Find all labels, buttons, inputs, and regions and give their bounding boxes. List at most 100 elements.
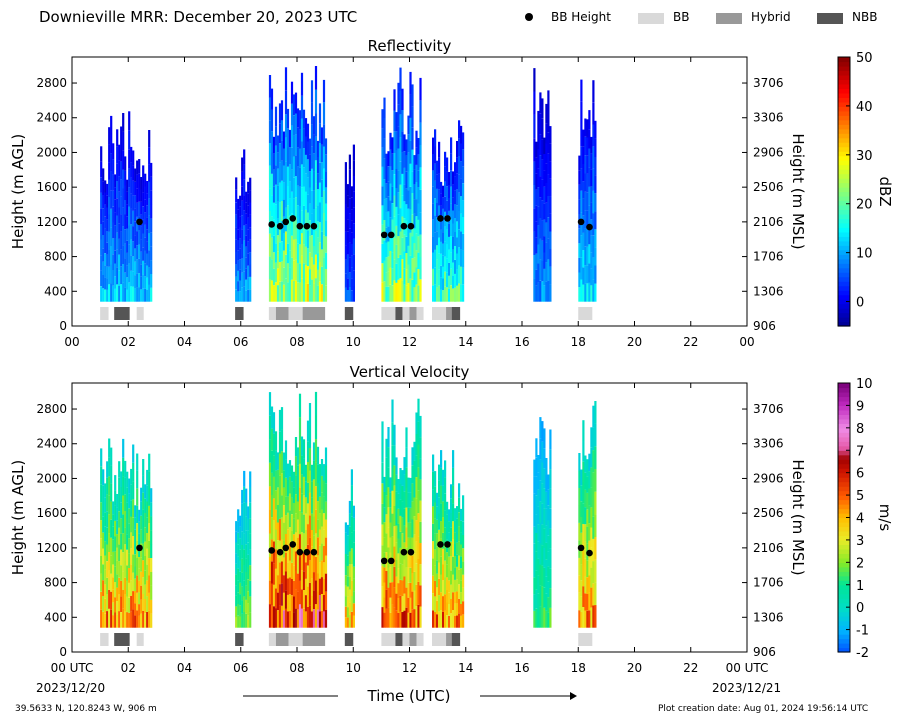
echo-cell: [282, 165, 286, 183]
echo-cell: [136, 575, 139, 593]
echo-cell: [308, 203, 312, 221]
echo-cell: [543, 587, 546, 608]
echo-cell: [126, 289, 129, 302]
echo-cell: [276, 540, 280, 558]
echo-cell: [142, 192, 145, 207]
echo-cell: [442, 208, 445, 221]
echo-cell: [582, 482, 585, 504]
echo-cell: [292, 565, 296, 581]
echo-cell: [241, 171, 244, 187]
echo-cell: [243, 580, 246, 597]
echo-cell: [352, 578, 355, 592]
echo-cell: [549, 284, 552, 302]
echo-cell: [417, 421, 420, 445]
echo-cell: [582, 586, 585, 607]
echo-column: [432, 450, 465, 628]
echo-cell: [320, 492, 324, 510]
echo-cell: [284, 67, 288, 91]
echo-cell: [310, 168, 314, 191]
echo-cell: [112, 159, 115, 175]
echo-cell: [436, 573, 439, 588]
echo-cell: [460, 532, 463, 545]
echo-cell: [282, 505, 286, 523]
echo-cell: [245, 279, 248, 291]
echo-cell: [290, 191, 294, 214]
echo-cell: [444, 594, 447, 611]
echo-cell: [235, 189, 238, 203]
echo-cell: [442, 548, 445, 565]
echo-cell: [142, 560, 145, 578]
echo-cell: [100, 484, 103, 503]
echo-cell: [268, 279, 272, 302]
colorbar-segment: [838, 146, 850, 152]
echo-cell: [458, 541, 461, 556]
echo-cell: [592, 583, 595, 606]
echo-cell: [294, 551, 298, 571]
echo-cell: [352, 144, 355, 161]
echo-cell: [316, 285, 320, 302]
echo-cell: [407, 245, 410, 265]
echo-cell: [144, 250, 147, 264]
echo-cell: [104, 541, 107, 556]
echo-cell: [407, 492, 410, 508]
echo-cell: [401, 110, 404, 132]
echo-cell: [399, 595, 402, 612]
bb-type-bb: [432, 307, 447, 320]
echo-cell: [316, 464, 320, 483]
echo-cell: [276, 285, 280, 302]
echo-cell: [537, 149, 540, 169]
echo-cell: [399, 468, 402, 484]
echo-cell: [442, 290, 445, 302]
echo-cell: [381, 483, 384, 504]
bb-height-point: [577, 544, 585, 552]
echo-cell: [588, 592, 591, 611]
echo-cell: [549, 161, 552, 179]
echo-cell: [320, 610, 324, 628]
echo-cell: [140, 177, 143, 190]
echo-cell: [419, 100, 422, 123]
echo-cell: [322, 496, 326, 514]
echo-cell: [102, 516, 105, 533]
echo-cell: [104, 555, 107, 570]
colorbar-segment: [838, 571, 850, 577]
echo-cell: [288, 577, 292, 595]
echo-cell: [290, 125, 294, 148]
echo-cell: [393, 445, 396, 466]
echo-cell: [590, 607, 593, 628]
echo-cell: [549, 528, 552, 549]
echo-cell: [118, 223, 121, 239]
echo-cell: [280, 517, 284, 540]
echo-cell: [296, 537, 300, 556]
bb-type-hybrid: [446, 633, 452, 646]
echo-cell: [118, 561, 121, 578]
echo-cell: [104, 265, 107, 278]
echo-cell: [104, 228, 107, 241]
colorbar-segment: [838, 584, 850, 590]
echo-cell: [268, 97, 272, 121]
bb-type-bb: [136, 633, 144, 646]
echo-cell: [539, 522, 542, 544]
echo-cell: [102, 596, 105, 612]
echo-cell: [106, 561, 109, 578]
echo-cell: [535, 608, 538, 628]
echo-cell: [140, 201, 143, 215]
echo-cell: [241, 186, 244, 201]
echo-cell: [126, 216, 129, 229]
echo-cell: [122, 438, 125, 458]
echo-cell: [444, 166, 447, 182]
echo-cell: [448, 568, 451, 581]
echo-cell: [411, 609, 414, 628]
echo-cell: [272, 153, 276, 170]
echo-cell: [578, 184, 581, 200]
echo-cell: [547, 132, 550, 154]
echo-cell: [541, 462, 544, 484]
echo-cell: [302, 495, 306, 515]
echo-cell: [348, 589, 351, 603]
colorbar-segment: [838, 400, 850, 407]
echo-cell: [114, 597, 117, 613]
echo-column: [381, 67, 422, 302]
echo-cell: [237, 556, 240, 569]
echo-cell: [454, 520, 457, 533]
echo-cell: [272, 268, 276, 286]
echo-cell: [537, 168, 540, 188]
